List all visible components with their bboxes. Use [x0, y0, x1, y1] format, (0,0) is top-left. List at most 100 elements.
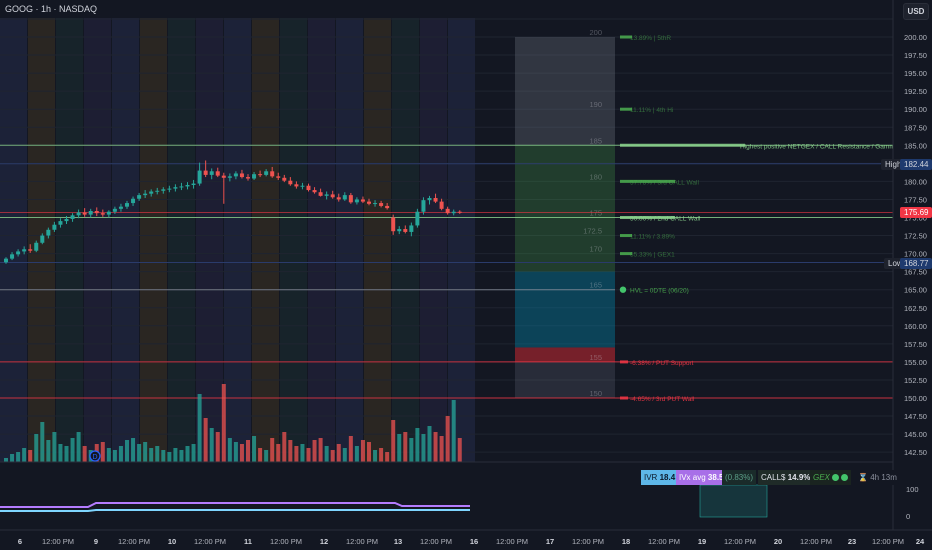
- strike-label: 180: [589, 172, 602, 181]
- session-band: [56, 18, 83, 462]
- volume-bar: [64, 446, 69, 462]
- candle-body: [22, 249, 27, 252]
- level-label: 57.78% / 3rd CALL Wall: [630, 179, 699, 186]
- dividend-marker-icon: [89, 450, 101, 462]
- x-tick-label: 9: [94, 537, 98, 546]
- x-tick-label: 12:00 PM: [496, 537, 528, 546]
- candle-body: [16, 251, 21, 255]
- volume-bar: [46, 440, 51, 462]
- volume-bar: [161, 450, 166, 462]
- candle-body: [106, 211, 111, 215]
- candle-body: [294, 184, 299, 187]
- y-tick-label: 167.50: [904, 268, 927, 277]
- volume-bar: [106, 448, 111, 462]
- x-tick-label: 12:00 PM: [270, 537, 302, 546]
- x-tick-label: 12: [320, 537, 328, 546]
- gex-zone-positive: [515, 145, 615, 272]
- candle-body: [4, 258, 8, 263]
- volume-bar: [22, 448, 27, 462]
- volume-bar: [330, 450, 335, 462]
- session-band: [336, 18, 363, 462]
- volume-bar: [433, 432, 438, 462]
- price-axis: [893, 0, 932, 550]
- candle-body: [433, 198, 438, 202]
- x-tick-label: 16: [470, 537, 478, 546]
- candle-body: [379, 203, 384, 206]
- candle-body: [457, 211, 462, 213]
- candle-body: [40, 235, 45, 243]
- hvl-dot-icon: [619, 286, 627, 293]
- candle-body: [94, 211, 99, 214]
- volume-bar: [288, 440, 293, 462]
- y-tick-label: 172.50: [904, 232, 927, 241]
- level-label: 50.00% / 2nd CALL Wall: [630, 216, 701, 223]
- gex-zone-hvl: [515, 271, 615, 348]
- x-tick-label: 12:00 PM: [872, 537, 904, 546]
- y-tick-label: 145.00: [904, 430, 927, 439]
- gex-zone-neutral-low: [515, 361, 615, 398]
- volume-bar: [318, 438, 323, 462]
- session-band: [168, 18, 195, 462]
- candle-body: [312, 190, 317, 193]
- volume-bar: [348, 436, 353, 462]
- dividend-marker-label: D: [92, 454, 97, 461]
- candle-body: [239, 173, 244, 178]
- session-band: [252, 18, 279, 462]
- x-tick-label: 12:00 PM: [572, 537, 604, 546]
- volume-bar: [360, 440, 365, 462]
- candle-body: [427, 198, 432, 201]
- volume-bar: [34, 434, 39, 462]
- volume-bar: [306, 448, 311, 462]
- candle-body: [330, 194, 335, 198]
- y-tick-label: 147.50: [904, 412, 927, 421]
- candle-body: [360, 199, 365, 202]
- volume-bar: [312, 440, 317, 462]
- candle-body: [276, 176, 281, 178]
- session-band: [84, 18, 111, 462]
- candle-body: [167, 188, 172, 190]
- volume-bar: [58, 444, 63, 462]
- gex-badge: GEX: [810, 470, 851, 485]
- y-tick-label: 200.00: [904, 33, 927, 42]
- volume-bar: [233, 442, 238, 462]
- candle-body: [215, 171, 220, 176]
- indicator-tick-label: 0: [906, 512, 910, 521]
- volume-bar: [221, 384, 226, 462]
- volume-bar: [4, 458, 8, 462]
- currency-button[interactable]: USD: [903, 3, 929, 20]
- volume-bar: [282, 432, 287, 462]
- session-band: [196, 18, 223, 462]
- volume-bar: [52, 432, 57, 462]
- session-band: [112, 18, 139, 462]
- projection-box: [699, 484, 768, 518]
- level-label: -6.38% / PUT Support: [630, 360, 694, 367]
- volume-bar: [197, 394, 202, 462]
- y-tick-label: 165.00: [904, 286, 927, 295]
- x-tick-label: 23: [848, 537, 856, 546]
- volume-bar: [167, 452, 172, 462]
- calls-badge: CALL$ 14.9%: [758, 470, 814, 485]
- session-band: [364, 18, 391, 462]
- session-band: [448, 18, 475, 462]
- volume-bar: [191, 444, 196, 462]
- candle-body: [270, 171, 275, 177]
- x-tick-label: 12:00 PM: [420, 537, 452, 546]
- candle-body: [258, 174, 263, 176]
- status-dot-icon: [840, 474, 848, 481]
- volume-bar: [112, 450, 117, 462]
- candle-body: [288, 180, 293, 185]
- volume-bar: [173, 448, 178, 462]
- chart-title: GOOG · 1h · NASDAQ: [5, 4, 98, 14]
- volume-bar: [252, 436, 257, 462]
- volume-bar: [209, 428, 214, 462]
- candle-body: [46, 229, 51, 236]
- y-tick-label: 185.00: [904, 141, 927, 150]
- session-band: [280, 18, 307, 462]
- y-tick-label: 175.00: [904, 214, 927, 223]
- volume-bar: [215, 432, 220, 462]
- y-tick-label: 192.50: [904, 87, 927, 96]
- high-label: High: [881, 159, 906, 170]
- candle-body: [421, 200, 426, 212]
- strike-label: 150: [589, 389, 602, 398]
- gex-zone-negative: [515, 347, 615, 362]
